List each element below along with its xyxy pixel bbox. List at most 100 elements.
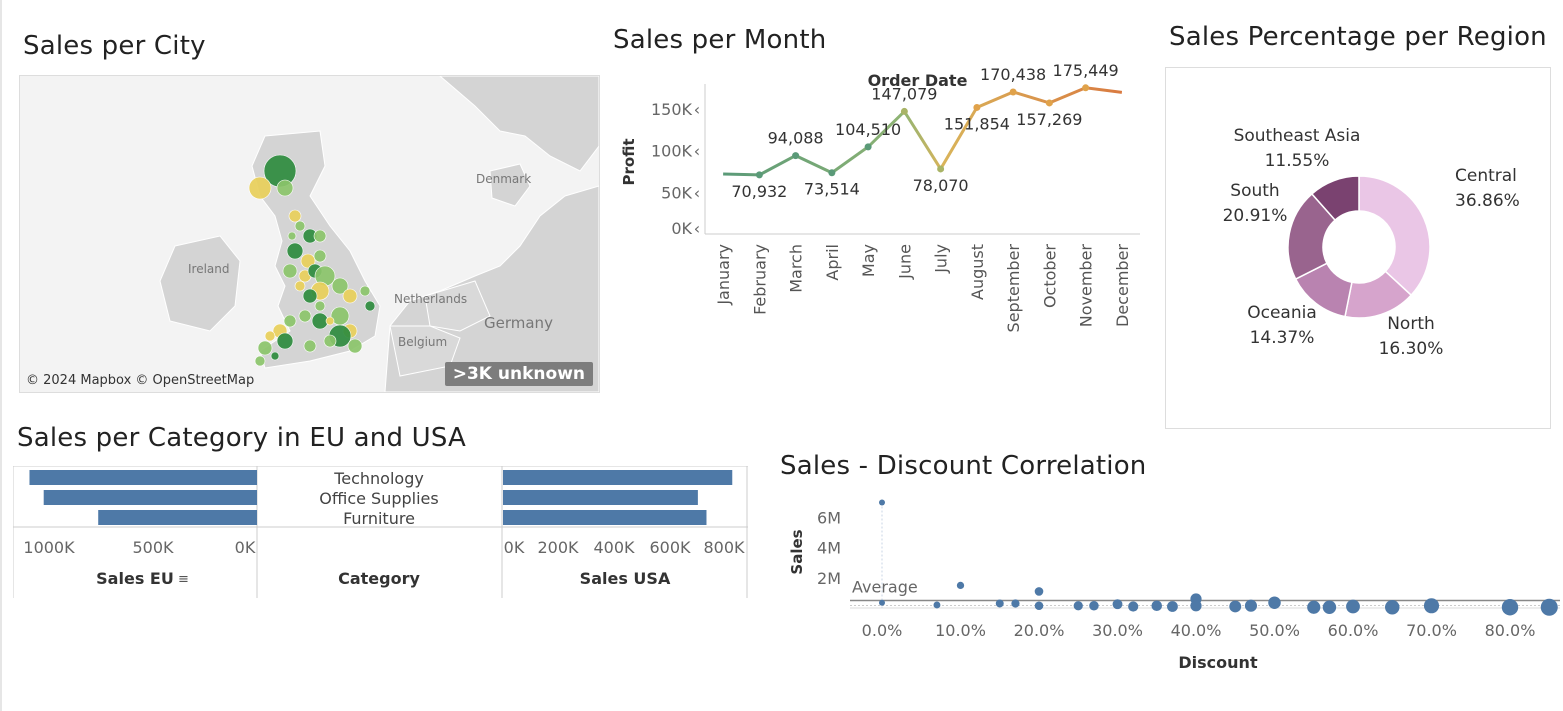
x-tick-label: 50.0% — [1249, 621, 1300, 640]
x-axis-title: Order Date — [868, 71, 968, 90]
map-city-markers[interactable] — [248, 154, 376, 367]
city-marker — [276, 179, 294, 197]
sales-line — [723, 86, 1123, 177]
x-tick-label: March — [787, 244, 806, 293]
average-label: Average — [852, 577, 918, 596]
line-point — [755, 171, 763, 179]
scatter-point — [1073, 601, 1083, 611]
x-tick-label: 0.0% — [862, 621, 903, 640]
x-tick-label: February — [750, 244, 769, 315]
line-point — [900, 107, 908, 115]
scatter-point — [1167, 601, 1178, 612]
x-axis-title: Discount — [1178, 653, 1258, 672]
slice-percent: 20.91% — [1223, 206, 1288, 226]
scatter-point — [1034, 601, 1044, 611]
y-tick-mark: ‹ — [694, 183, 700, 202]
sales-map[interactable]: Denmark Ireland Netherlands Belgium Germ… — [19, 75, 600, 393]
city-marker — [283, 314, 297, 328]
line-point — [937, 165, 945, 173]
data-label: 94,088 — [768, 129, 824, 148]
city-marker — [288, 209, 302, 223]
slice-name: Oceania — [1247, 303, 1317, 323]
scatter-point — [1322, 600, 1337, 614]
category-label: Furniture — [343, 509, 415, 528]
slice-percent: 14.37% — [1250, 328, 1315, 348]
x-tick-label: September — [1004, 244, 1023, 333]
map-label-netherlands: Netherlands — [394, 292, 468, 306]
eu-axis-title: Sales EU — [96, 569, 174, 588]
city-marker — [311, 312, 329, 330]
line-point — [1082, 84, 1090, 92]
city-marker — [342, 288, 358, 304]
usa-tick-label: 0K — [504, 538, 525, 557]
eu-bar — [29, 470, 258, 485]
slice-name: North — [1387, 314, 1435, 334]
y-tick-mark: ‹ — [694, 219, 700, 238]
scatter-point — [1128, 601, 1139, 612]
city-title: Sales per City — [23, 31, 206, 61]
usa-tick-label: 400K — [593, 538, 635, 557]
data-label: 170,438 — [980, 65, 1046, 84]
data-label: 78,070 — [913, 176, 969, 195]
month-title: Sales per Month — [613, 25, 827, 55]
data-label: 175,449 — [1053, 62, 1119, 80]
map-attribution[interactable]: © 2024 Mapbox © OpenStreetMap — [26, 373, 255, 388]
usa-tick-label: 200K — [537, 538, 579, 557]
data-label: 104,510 — [835, 120, 901, 139]
y-tick-mark: ‹ — [694, 100, 700, 119]
eu-tick-label: 1000K — [23, 538, 75, 557]
data-label: 147,079 — [871, 84, 937, 103]
y-axis-title: Sales — [788, 529, 806, 574]
scatter-point — [1385, 600, 1400, 615]
city-marker — [325, 316, 335, 326]
usa-axis-title: Sales USA — [580, 569, 671, 588]
data-label: 151,854 — [944, 114, 1010, 133]
scatter-point — [956, 581, 965, 590]
eu-bar — [43, 490, 258, 505]
line-point — [1045, 99, 1053, 107]
scatter-point — [879, 599, 885, 606]
scatter-point — [1112, 599, 1123, 610]
data-label: 157,269 — [1016, 110, 1082, 129]
sales-per-month-chart[interactable]: Order Date Profit 150K ‹ 100K ‹ 50K ‹ 0K ‹ 70,932 9… — [610, 61, 1150, 342]
scatter-point — [1346, 599, 1360, 614]
category-title: Sales per Category in EU and USA — [17, 423, 467, 453]
eu-bar — [98, 510, 258, 525]
sales-per-category-chart[interactable]: Technology Office Supplies Furniture 1000K 5… — [12, 465, 748, 598]
city-marker — [270, 351, 280, 361]
city-marker — [264, 330, 276, 342]
city-marker — [257, 340, 273, 356]
map-label-ireland: Ireland — [188, 262, 230, 276]
x-tick-label: October — [1040, 244, 1059, 308]
usa-bar — [503, 470, 733, 485]
usa-bar — [503, 490, 698, 505]
x-tick-label: April — [823, 244, 842, 281]
slice-percent: 11.55% — [1265, 151, 1330, 171]
scatter-point — [995, 599, 1004, 608]
x-tick-label: June — [895, 244, 914, 280]
city-marker — [303, 339, 317, 353]
usa-tick-label: 600K — [649, 538, 691, 557]
y-axis-title: Profit — [620, 139, 638, 186]
city-marker — [287, 231, 297, 241]
city-marker — [302, 288, 318, 304]
scatter-point — [1540, 598, 1558, 616]
x-tick-label: 20.0% — [1014, 621, 1065, 640]
slice-name: Central — [1455, 166, 1517, 186]
unknown-locations-badge[interactable]: >3K unknown — [444, 362, 593, 386]
eu-tick-label: 0K — [235, 538, 256, 557]
donut-slice — [1358, 175, 1431, 297]
x-tick-label: 10.0% — [935, 621, 986, 640]
line-point — [828, 169, 836, 177]
sales-region-donut[interactable]: Central 36.86% North 16.30% Oceania 14.37% Sou… — [1165, 67, 1551, 429]
x-tick-label: 30.0% — [1092, 621, 1143, 640]
y-tick-label: 0K — [671, 219, 692, 238]
slice-name: Southeast Asia — [1234, 126, 1361, 146]
sales-discount-scatter[interactable]: Sales 6M 4M 2M Average 0.0% 10.0% 20.0% 30.0% 40.… — [780, 490, 1560, 680]
scatter-point — [933, 601, 941, 609]
y-tick-label: 100K — [651, 142, 693, 161]
y-tick-label: 50K — [661, 183, 692, 202]
x-tick-label: 40.0% — [1171, 621, 1222, 640]
map-canvas[interactable] — [20, 76, 599, 392]
city-marker — [294, 280, 306, 292]
